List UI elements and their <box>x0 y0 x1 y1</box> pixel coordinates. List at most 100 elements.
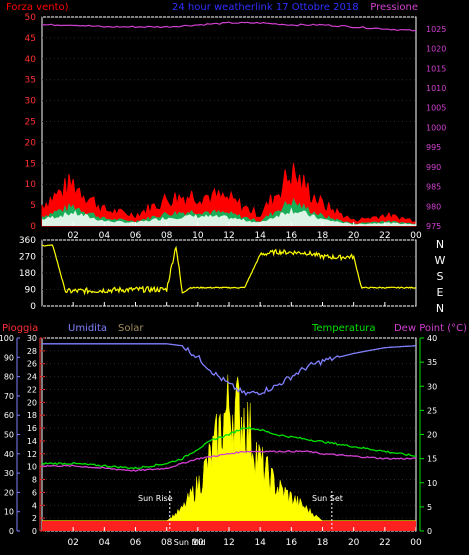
wind-y-tick-label: 30 <box>25 97 37 107</box>
compass-label: N <box>436 302 444 315</box>
dewpoint-line <box>41 449 417 472</box>
lower-x-tick-label: 04 <box>99 538 111 548</box>
wind-direction-line <box>42 244 417 296</box>
rain-tick-label: 20 <box>27 398 37 407</box>
rain-tick-label: 22 <box>27 385 37 394</box>
temperature-tick-label: 0 <box>427 527 432 536</box>
lower-x-tick-label: 10 <box>192 538 204 548</box>
rain-tick-label: 16 <box>27 424 37 433</box>
pressure-y-tick-label: 1015 <box>426 64 446 73</box>
wind-x-tick-label: 12 <box>223 231 234 241</box>
rain-bar <box>42 520 416 531</box>
lower-x-tick-label: 18 <box>317 538 329 548</box>
wind-y-tick-label: 5 <box>30 201 36 211</box>
wind-y-tick-label: 35 <box>25 76 36 86</box>
rain-title: Pioggia <box>2 323 38 334</box>
sun-mid-label: Sun Mid <box>174 538 206 547</box>
wind-x-tick-label: 18 <box>317 231 329 241</box>
rain-tick-label: 26 <box>27 360 37 369</box>
rain-tick-label: 2 <box>32 514 37 523</box>
lower-x-tick-label: 12 <box>223 538 234 548</box>
solar-area <box>41 374 417 521</box>
temperature-title: Temperatura <box>311 323 376 334</box>
wind-panel: 0510152025303540455097598098599099510001… <box>25 13 447 241</box>
wind-x-tick-label: 08 <box>161 231 173 241</box>
compass-label: E <box>437 286 444 299</box>
wind-x-tick-label: 06 <box>130 231 142 241</box>
wind-average-area <box>42 207 416 226</box>
compass-label: S <box>437 270 444 283</box>
rain-tick-label: 10 <box>27 463 37 472</box>
wind-y-tick-label: 40 <box>25 55 37 65</box>
direction-y-tick-label: 360 <box>19 236 36 246</box>
wind-y-tick-label: 45 <box>25 34 36 44</box>
wind-y-tick-label: 0 <box>30 222 36 232</box>
lower-x-tick-label: 06 <box>130 538 142 548</box>
pressure-y-tick-label: 1000 <box>426 123 446 132</box>
direction-y-tick-label: 270 <box>19 253 36 263</box>
rain-tick-label: 28 <box>27 347 37 356</box>
lower-x-tick-label: 00 <box>410 538 422 548</box>
humidity-tick-label: 20 <box>4 488 14 497</box>
rain-tick-label: 24 <box>27 373 37 382</box>
pressure-y-tick-label: 1005 <box>426 104 446 113</box>
humidity-line <box>42 343 417 397</box>
chart-title: 24 hour weatherlink 17 Ottobre 2018 <box>172 2 359 13</box>
humidity-tick-label: 0 <box>9 527 14 536</box>
pressure-y-tick-label: 1010 <box>426 84 446 93</box>
rain-tick-label: 6 <box>32 488 37 497</box>
compass-label: W <box>435 254 446 267</box>
humidity-tick-label: 80 <box>4 373 14 382</box>
dewpoint-title: Dew Point (°C) <box>394 323 467 334</box>
humidity-tick-label: 50 <box>4 431 14 440</box>
direction-y-tick-label: 90 <box>25 286 37 296</box>
pressure-y-tick-label: 990 <box>426 163 441 172</box>
wind-speed-title: Forza vento) <box>6 2 69 13</box>
wind-x-tick-label: 14 <box>254 231 266 241</box>
temperature-tick-label: 35 <box>427 358 437 367</box>
compass-label: N <box>436 238 444 251</box>
wind-x-tick-label: 00 <box>410 231 422 241</box>
lower-x-tick-label: 20 <box>348 538 360 548</box>
temperature-tick-label: 5 <box>427 503 432 512</box>
wind-x-tick-label: 10 <box>192 231 204 241</box>
wind-x-tick-label: 16 <box>286 231 298 241</box>
rain-tick-label: 0 <box>32 527 37 536</box>
humidity-tick-label: 60 <box>4 411 14 420</box>
pressure-title: Pressione <box>370 2 418 13</box>
pressure-y-tick-label: 1025 <box>426 25 446 34</box>
wind-y-tick-label: 25 <box>25 118 36 128</box>
wind-y-tick-label: 10 <box>25 180 37 190</box>
temperature-tick-label: 10 <box>427 479 437 488</box>
lower-x-tick-label: 14 <box>254 538 266 548</box>
pressure-y-tick-label: 985 <box>426 183 441 192</box>
wind-y-tick-label: 50 <box>25 13 37 23</box>
temperature-tick-label: 25 <box>427 406 437 415</box>
temperature-tick-label: 40 <box>427 334 437 343</box>
rain-tick-label: 30 <box>27 334 37 343</box>
sunset-label: Sun Set <box>312 494 343 503</box>
rain-tick-label: 4 <box>32 501 37 510</box>
wind-y-tick-label: 15 <box>25 159 36 169</box>
lower-x-tick-label: 02 <box>67 538 78 548</box>
temperature-line <box>41 426 417 470</box>
humidity-tick-label: 30 <box>4 469 14 478</box>
pressure-y-tick-label: 1020 <box>426 45 446 54</box>
humidity-tick-label: 100 <box>0 334 14 343</box>
temperature-tick-label: 15 <box>427 455 437 464</box>
direction-y-tick-label: 180 <box>19 269 36 279</box>
lower-panel: 0102030405060708090100024681012141618202… <box>0 334 437 548</box>
rain-tick-label: 8 <box>32 476 37 485</box>
wind-x-tick-label: 04 <box>99 231 111 241</box>
solar-title: Solar <box>118 323 144 334</box>
lower-x-tick-label: 22 <box>379 538 390 548</box>
humidity-title: Umidita <box>68 323 107 334</box>
rain-tick-label: 14 <box>27 437 37 446</box>
lower-x-tick-label: 08 <box>161 538 173 548</box>
direction-y-tick-label: 0 <box>30 302 36 312</box>
wind-speed-area <box>41 163 417 227</box>
sunrise-label: Sun Rise <box>138 494 173 503</box>
